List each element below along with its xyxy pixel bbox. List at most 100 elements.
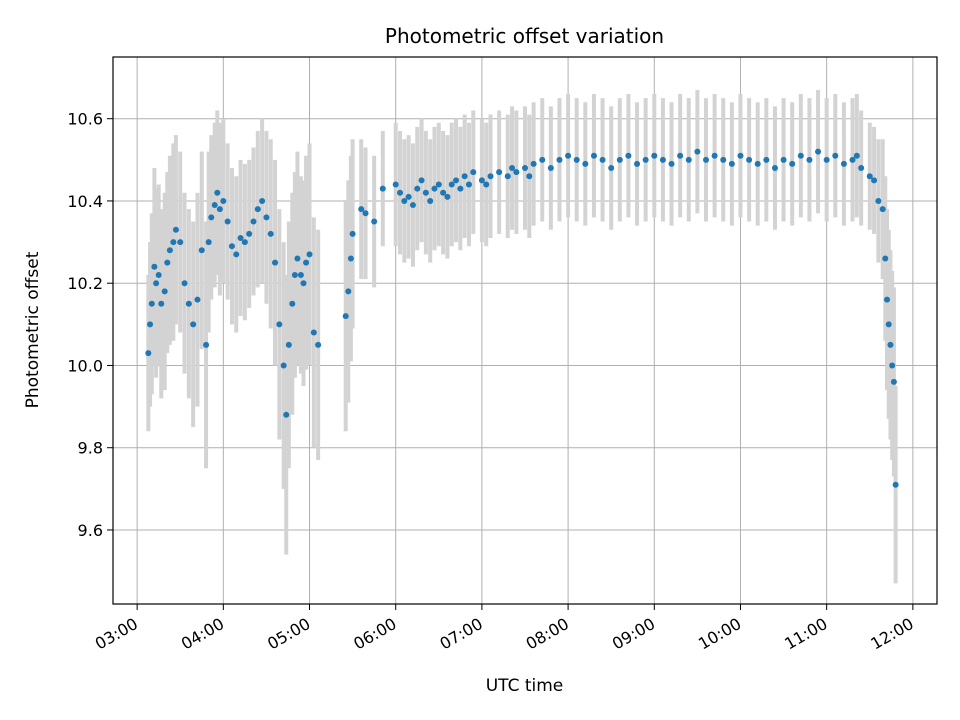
data-point xyxy=(263,214,270,221)
data-point xyxy=(526,173,533,180)
data-point xyxy=(771,165,778,172)
data-point xyxy=(853,152,860,159)
data-point xyxy=(448,181,455,188)
data-point xyxy=(267,230,274,237)
data-point xyxy=(228,243,235,250)
data-point xyxy=(642,156,649,163)
data-point xyxy=(342,313,349,320)
data-point xyxy=(694,148,701,155)
y-tick-label: 10.4 xyxy=(67,192,103,211)
data-point xyxy=(148,300,155,307)
data-point xyxy=(289,300,296,307)
y-tick-label: 9.8 xyxy=(78,439,103,458)
data-point xyxy=(347,255,354,262)
data-point xyxy=(668,160,675,167)
data-point xyxy=(728,160,735,167)
data-point xyxy=(315,341,322,348)
data-point xyxy=(216,206,223,213)
data-point xyxy=(882,255,889,262)
data-point xyxy=(659,156,666,163)
data-point xyxy=(358,206,365,213)
data-point xyxy=(763,156,770,163)
data-point xyxy=(405,193,412,200)
data-point xyxy=(194,296,201,303)
data-point xyxy=(461,173,468,180)
data-point xyxy=(310,329,317,336)
plot-frame xyxy=(112,56,938,605)
data-point xyxy=(711,152,718,159)
data-point xyxy=(465,181,472,188)
data-point xyxy=(780,156,787,163)
data-point xyxy=(547,165,554,172)
data-point xyxy=(832,152,839,159)
data-point xyxy=(677,152,684,159)
data-point xyxy=(409,202,416,209)
data-point xyxy=(806,156,813,163)
data-point xyxy=(220,197,227,204)
data-point xyxy=(155,271,162,278)
data-point xyxy=(147,321,154,328)
data-point-layer xyxy=(145,148,899,488)
data-point xyxy=(379,185,386,192)
y-tick-label: 9.6 xyxy=(78,521,103,540)
data-point xyxy=(884,296,891,303)
data-point xyxy=(509,165,516,172)
data-point xyxy=(208,214,215,221)
data-point xyxy=(297,271,304,278)
data-point xyxy=(634,160,641,167)
data-point xyxy=(522,165,528,172)
data-point xyxy=(879,206,886,213)
data-point xyxy=(306,251,313,258)
y-tick-label: 10.2 xyxy=(67,274,103,293)
data-point xyxy=(283,411,290,418)
data-point xyxy=(483,181,490,188)
y-axis-ticks: 9.6 9.8 10.0 10.2 10.4 10.6 xyxy=(67,110,113,540)
data-point xyxy=(280,362,287,369)
data-point xyxy=(789,160,796,167)
data-point xyxy=(397,189,404,196)
data-point xyxy=(470,169,477,176)
data-point xyxy=(590,152,597,159)
data-point xyxy=(285,341,292,348)
data-point xyxy=(889,362,896,369)
data-point xyxy=(427,197,434,204)
data-point xyxy=(435,181,442,188)
data-point xyxy=(259,197,266,204)
data-point xyxy=(164,259,171,266)
data-point xyxy=(625,152,632,159)
data-point xyxy=(224,218,231,225)
data-point xyxy=(431,185,438,192)
data-point xyxy=(158,300,165,307)
data-point xyxy=(233,251,240,258)
data-point xyxy=(422,189,429,196)
y-axis-label: Photometric offset xyxy=(23,251,43,408)
data-point xyxy=(608,165,615,172)
data-point xyxy=(457,185,464,192)
data-point xyxy=(172,226,179,233)
x-axis-label: UTC time xyxy=(486,676,564,696)
data-point xyxy=(720,156,727,163)
data-point xyxy=(815,148,822,155)
data-point xyxy=(303,259,310,266)
data-point xyxy=(440,189,447,196)
data-point xyxy=(504,173,511,180)
data-point xyxy=(887,341,894,348)
data-point xyxy=(214,189,221,196)
data-point xyxy=(177,239,184,246)
data-point xyxy=(241,239,248,246)
data-point xyxy=(161,288,168,295)
data-point xyxy=(203,341,210,348)
data-point xyxy=(840,160,847,167)
data-point xyxy=(754,160,761,167)
data-point xyxy=(418,177,425,184)
data-point xyxy=(291,271,298,278)
data-point xyxy=(849,156,856,163)
data-point xyxy=(151,263,158,270)
data-point xyxy=(746,156,753,163)
data-point xyxy=(170,239,177,246)
data-point xyxy=(392,181,399,188)
data-point xyxy=(858,165,865,172)
data-point xyxy=(885,321,892,328)
data-point xyxy=(401,197,408,204)
